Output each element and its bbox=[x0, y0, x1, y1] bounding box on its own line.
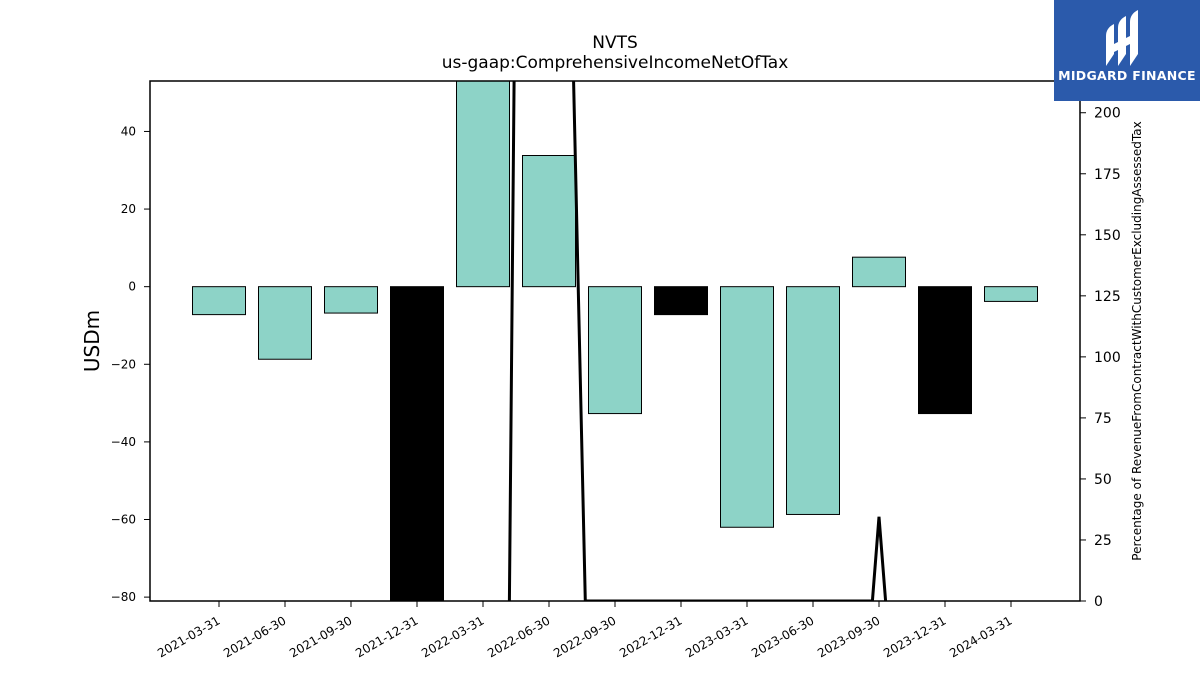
x-tick-label: 2021-06-30 bbox=[221, 613, 288, 660]
y2-axis-label: Percentage of RevenueFromContractWithCus… bbox=[1130, 121, 1144, 560]
y2-tick-label: 25 bbox=[1094, 533, 1112, 549]
chart-title: NVTS bbox=[592, 33, 638, 53]
bars bbox=[192, 81, 1038, 601]
bar-2023-03-31 bbox=[720, 286, 774, 528]
bar-2022-06-30 bbox=[522, 155, 576, 288]
x-tick-label: 2023-03-31 bbox=[683, 613, 750, 660]
y-tick-label: −60 bbox=[111, 513, 136, 527]
x-tick-label: 2021-09-30 bbox=[287, 613, 354, 660]
line-layer bbox=[507, 81, 888, 601]
y2-tick-label: 0 bbox=[1094, 594, 1103, 610]
x-tick-label: 2023-09-30 bbox=[815, 613, 882, 660]
bar-2021-09-30 bbox=[324, 286, 378, 314]
chart-subtitle: us-gaap:ComprehensiveIncomeNetOfTax bbox=[442, 53, 789, 73]
logo-badge: MIDGARD FINANCE bbox=[1054, 0, 1200, 101]
bar-2023-06-30 bbox=[786, 286, 840, 515]
x-tick-label: 2022-09-30 bbox=[551, 613, 618, 660]
y-tick-label: 20 bbox=[121, 202, 136, 216]
bar-2022-12-31 bbox=[654, 286, 708, 316]
bar-2021-12-31 bbox=[390, 286, 444, 601]
y2-tick-label: 150 bbox=[1094, 228, 1121, 244]
bar-2021-03-31 bbox=[192, 286, 246, 316]
y-tick-label: −20 bbox=[111, 357, 136, 371]
logo-text: MIDGARD FINANCE bbox=[1058, 68, 1196, 83]
bar-2023-12-31 bbox=[918, 286, 972, 415]
y2-tick-label: 50 bbox=[1094, 472, 1112, 488]
x-tick-label: 2024-03-31 bbox=[947, 613, 1014, 660]
y2-tick-label: 125 bbox=[1094, 289, 1121, 305]
bar-2022-09-30 bbox=[588, 286, 642, 415]
y-axis-label: USDm bbox=[80, 310, 104, 372]
y2-tick-label: 75 bbox=[1094, 411, 1112, 427]
x-tick-label: 2022-06-30 bbox=[485, 613, 552, 660]
y2-tick-label: 175 bbox=[1094, 167, 1121, 183]
bar-2024-03-31 bbox=[984, 286, 1038, 302]
x-tick-label: 2022-03-31 bbox=[419, 613, 486, 660]
x-tick-label: 2021-03-31 bbox=[155, 613, 222, 660]
x-tick-label: 2021-12-31 bbox=[353, 613, 420, 660]
x-tick-label: 2022-12-31 bbox=[617, 613, 684, 660]
bar-2023-09-30 bbox=[852, 256, 906, 288]
bar-2021-06-30 bbox=[258, 286, 312, 360]
bar-2022-03-31 bbox=[456, 81, 510, 288]
x-tick-label: 2023-12-31 bbox=[881, 613, 948, 660]
y-tick-label: −80 bbox=[111, 590, 136, 604]
x-tick-label: 2023-06-30 bbox=[749, 613, 816, 660]
y-tick-label: 0 bbox=[128, 280, 136, 294]
y-tick-label: −40 bbox=[111, 435, 136, 449]
midgard-logo-icon bbox=[1106, 10, 1138, 66]
y-tick-label: 40 bbox=[121, 124, 136, 138]
y2-tick-label: 200 bbox=[1094, 106, 1121, 122]
ratio-line bbox=[507, 81, 888, 601]
y2-tick-label: 100 bbox=[1094, 350, 1121, 366]
